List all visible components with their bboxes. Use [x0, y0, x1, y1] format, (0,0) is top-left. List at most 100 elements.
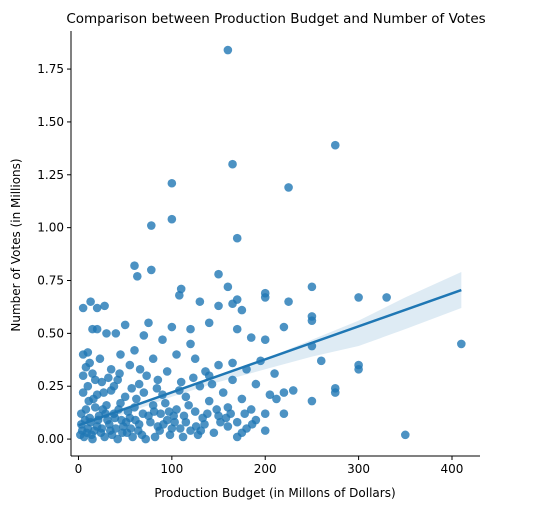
- data-point: [147, 265, 156, 275]
- data-point: [232, 233, 242, 243]
- data-point: [130, 345, 139, 355]
- data-point: [165, 430, 175, 440]
- data-point: [228, 159, 237, 169]
- data-point: [178, 432, 188, 442]
- data-point: [223, 45, 233, 55]
- data-point: [204, 396, 214, 406]
- data-point: [88, 434, 97, 444]
- data-point: [146, 417, 155, 427]
- y-tick-label: 1.50: [37, 115, 64, 129]
- data-point: [382, 293, 391, 302]
- y-tick-label: 0.00: [37, 432, 64, 446]
- data-point: [116, 350, 125, 359]
- data-point: [214, 360, 223, 370]
- data-point: [110, 413, 120, 423]
- data-point: [354, 365, 363, 374]
- data-point: [106, 365, 116, 374]
- data-point: [307, 396, 317, 406]
- data-point: [132, 271, 142, 281]
- points-layer: [76, 45, 466, 444]
- x-axis-label: Production Budget (in Millons of Dollars…: [154, 486, 395, 500]
- data-point: [279, 409, 289, 419]
- y-tick-label: 0.50: [37, 326, 64, 340]
- data-point: [83, 348, 93, 357]
- data-point: [109, 381, 119, 391]
- data-point: [92, 303, 102, 313]
- data-point: [139, 388, 149, 397]
- data-point: [162, 367, 172, 376]
- y-axis-label: Number of Votes (in Millions): [9, 158, 23, 331]
- data-point: [153, 375, 163, 385]
- data-point: [196, 426, 206, 435]
- data-point: [203, 409, 212, 419]
- regression-line-layer: [78, 288, 462, 427]
- data-point: [133, 426, 143, 435]
- data-point: [142, 371, 151, 380]
- data-point: [155, 426, 165, 435]
- data-point: [134, 379, 144, 389]
- data-point: [181, 392, 191, 402]
- data-point: [354, 293, 363, 302]
- data-point: [330, 140, 340, 150]
- data-point: [260, 409, 270, 419]
- data-point: [125, 360, 135, 370]
- data-point: [90, 426, 99, 435]
- data-point: [240, 409, 249, 419]
- data-point: [186, 339, 195, 349]
- x-tick-label: 400: [441, 462, 464, 476]
- data-point: [76, 409, 86, 419]
- data-point: [111, 329, 121, 338]
- data-point: [216, 417, 225, 427]
- data-point: [288, 386, 298, 395]
- data-point: [400, 430, 410, 440]
- data-point: [100, 432, 109, 442]
- data-point: [246, 333, 256, 342]
- data-point: [113, 434, 122, 444]
- data-point: [152, 384, 162, 393]
- data-point: [201, 367, 210, 376]
- data-point: [204, 318, 214, 328]
- data-point: [246, 405, 256, 414]
- data-point: [284, 183, 293, 192]
- data-point: [128, 432, 137, 442]
- data-point: [161, 398, 170, 408]
- data-point: [97, 377, 107, 387]
- data-point: [126, 424, 136, 433]
- data-point: [150, 432, 160, 442]
- data-point: [223, 422, 233, 431]
- data-point: [330, 388, 340, 397]
- data-point: [148, 400, 158, 410]
- data-point: [272, 394, 281, 404]
- data-point: [307, 282, 317, 292]
- data-point: [260, 335, 270, 345]
- data-point: [97, 424, 107, 433]
- data-point: [78, 388, 88, 397]
- data-point: [159, 419, 168, 429]
- data-point: [85, 358, 94, 368]
- axes-layer: 0 100 200 300 400 0.00 0.25 0.50 0.75 1.00 1.25 1.5…: [37, 31, 480, 476]
- data-point: [226, 409, 235, 419]
- data-point: [237, 428, 247, 438]
- data-point: [232, 417, 242, 427]
- data-point: [284, 297, 293, 306]
- data-point: [78, 371, 88, 380]
- data-point: [212, 405, 221, 414]
- data-point: [184, 400, 193, 410]
- data-point: [279, 322, 289, 332]
- data-point: [265, 390, 275, 399]
- data-point: [130, 261, 139, 271]
- data-point: [209, 428, 219, 438]
- y-tick-label: 1.00: [37, 221, 64, 235]
- data-point: [190, 354, 200, 364]
- data-point: [223, 282, 233, 292]
- data-point: [218, 388, 228, 397]
- data-point: [100, 301, 109, 311]
- data-point: [260, 293, 270, 302]
- regression-line: [78, 288, 462, 427]
- data-point: [228, 375, 237, 385]
- data-point: [158, 335, 167, 345]
- data-point: [118, 428, 127, 438]
- data-point: [195, 297, 205, 306]
- data-point: [228, 358, 237, 368]
- data-point: [251, 379, 261, 389]
